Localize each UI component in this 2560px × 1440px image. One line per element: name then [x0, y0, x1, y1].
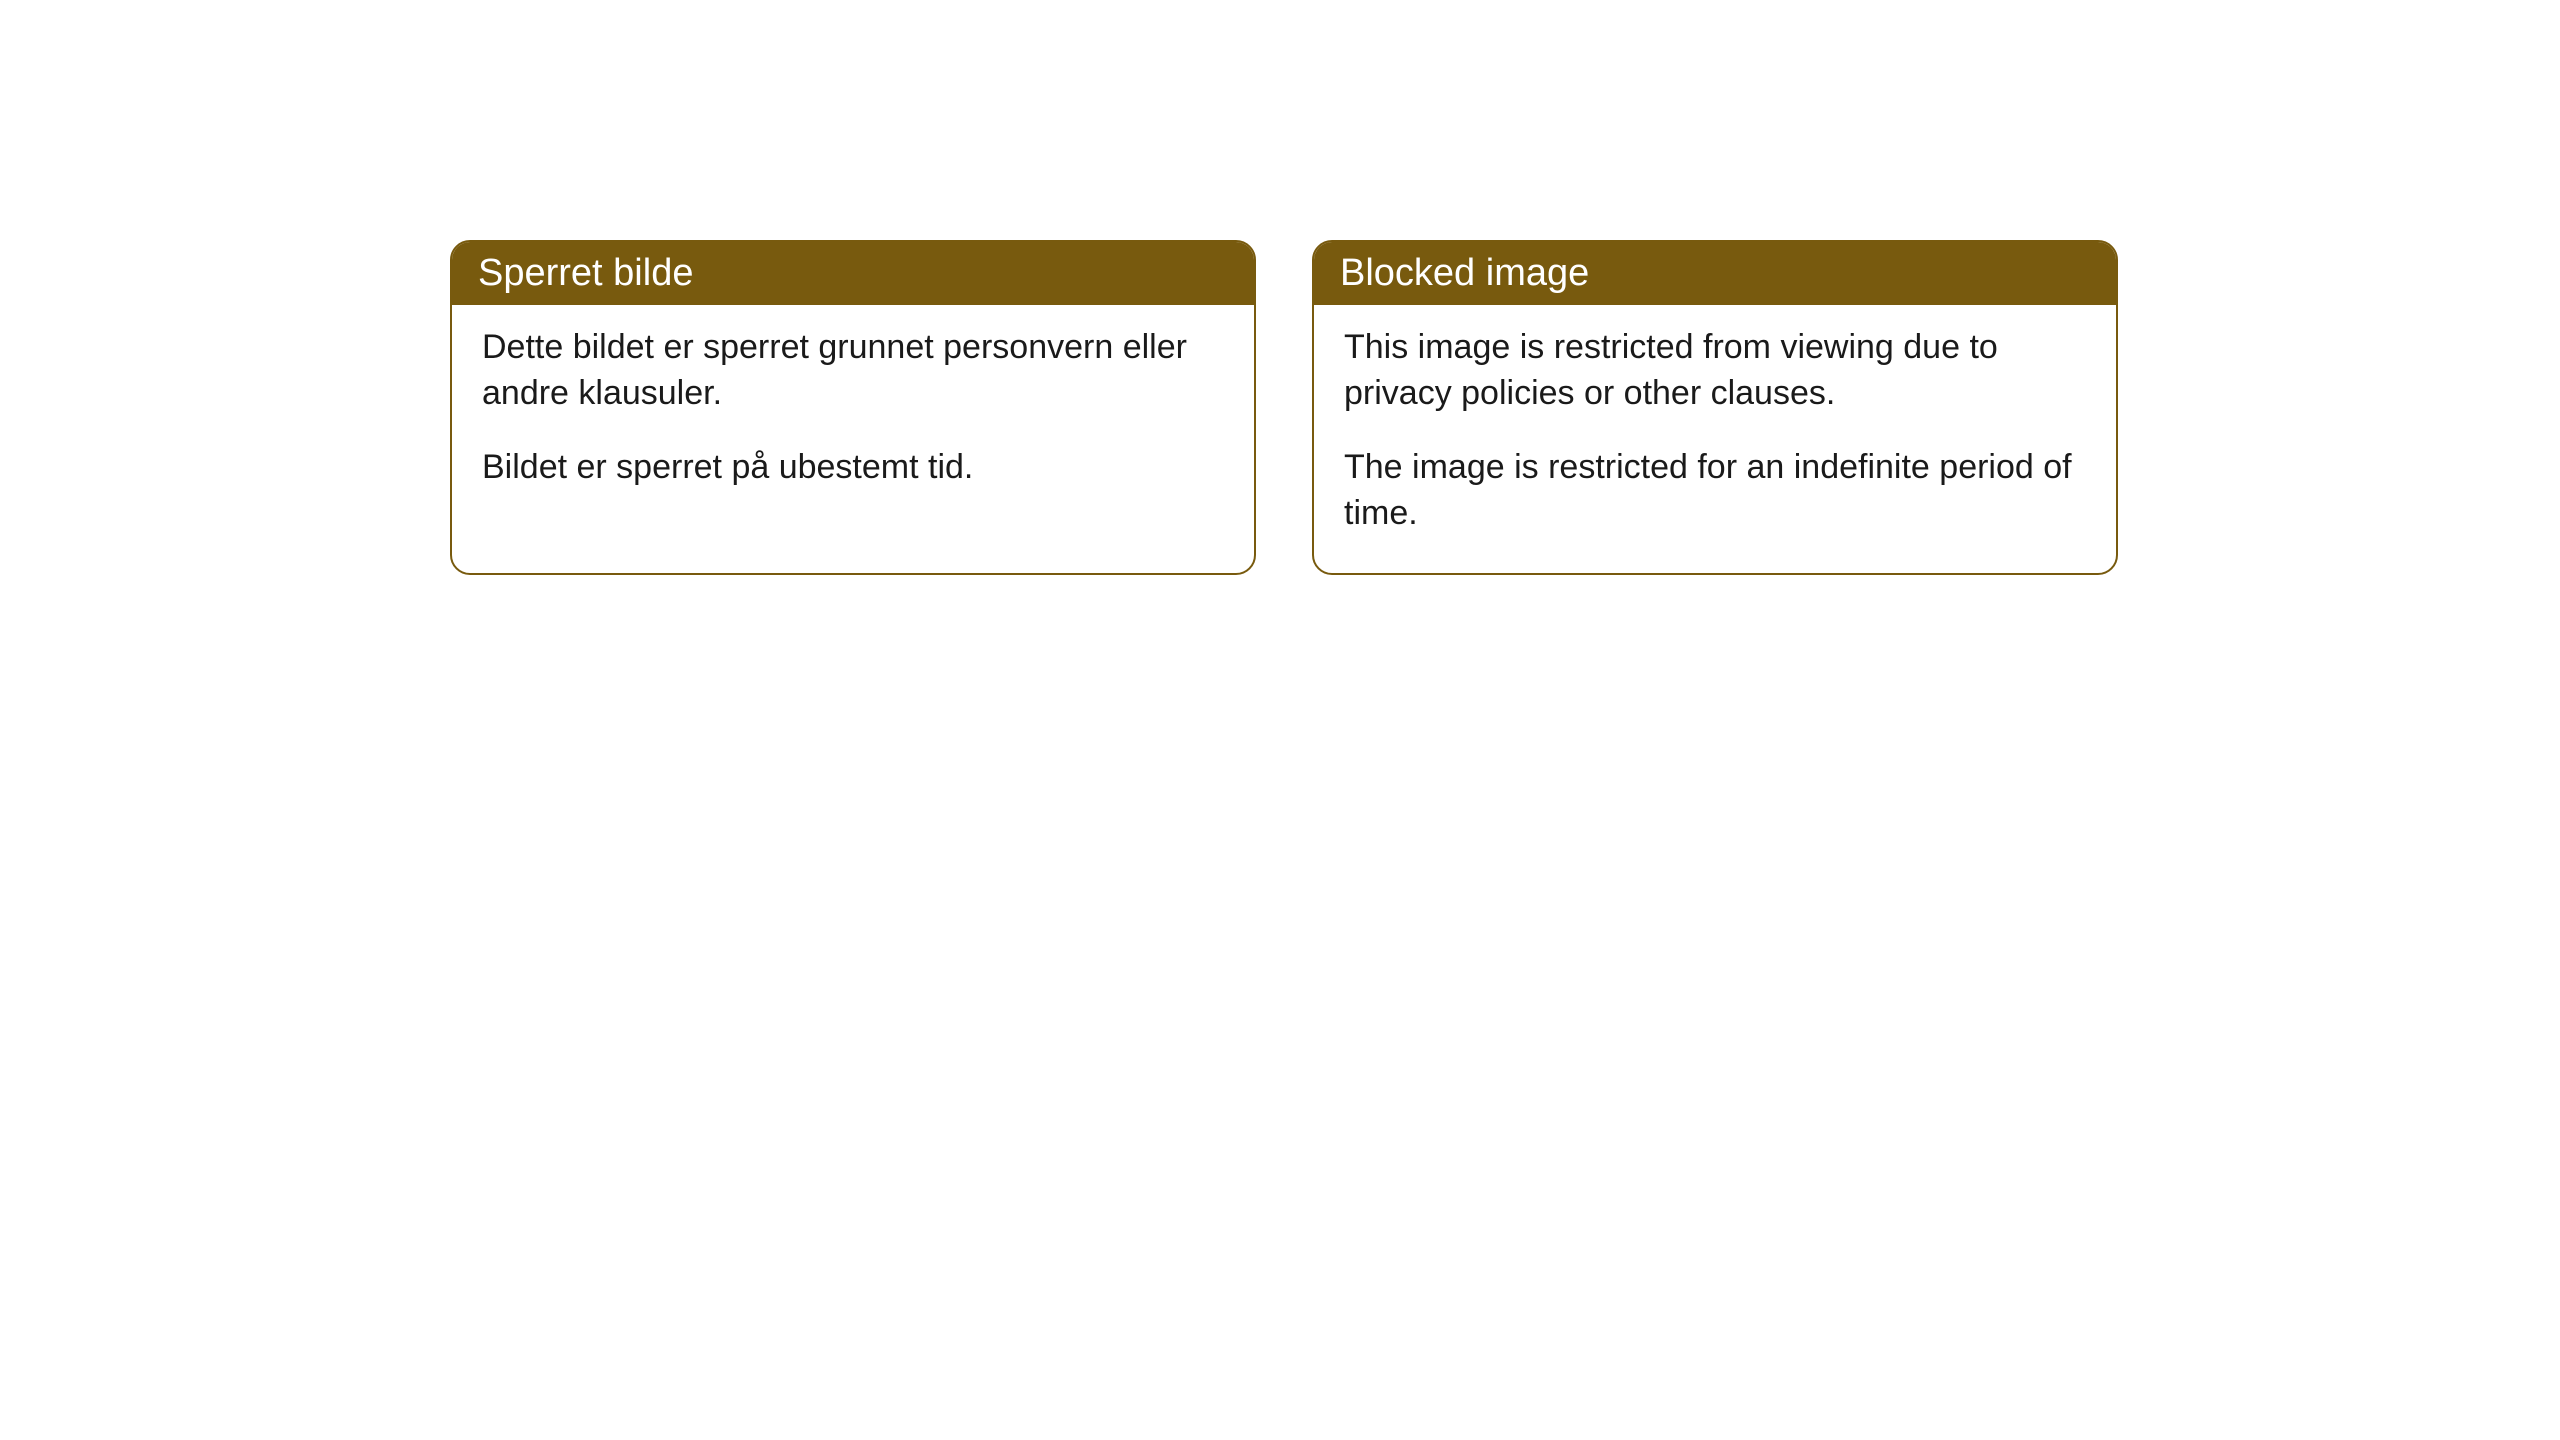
notice-line2-no: Bildet er sperret på ubestemt tid.: [482, 445, 1224, 491]
notice-body-no: Dette bildet er sperret grunnet personve…: [452, 305, 1254, 527]
notice-line1-no: Dette bildet er sperret grunnet personve…: [482, 325, 1224, 417]
notice-title-en: Blocked image: [1314, 242, 2116, 305]
notice-container: Sperret bilde Dette bildet er sperret gr…: [450, 240, 2118, 575]
notice-line1-en: This image is restricted from viewing du…: [1344, 325, 2086, 417]
notice-line2-en: The image is restricted for an indefinit…: [1344, 445, 2086, 537]
notice-box-no: Sperret bilde Dette bildet er sperret gr…: [450, 240, 1256, 575]
notice-title-no: Sperret bilde: [452, 242, 1254, 305]
notice-body-en: This image is restricted from viewing du…: [1314, 305, 2116, 573]
notice-box-en: Blocked image This image is restricted f…: [1312, 240, 2118, 575]
